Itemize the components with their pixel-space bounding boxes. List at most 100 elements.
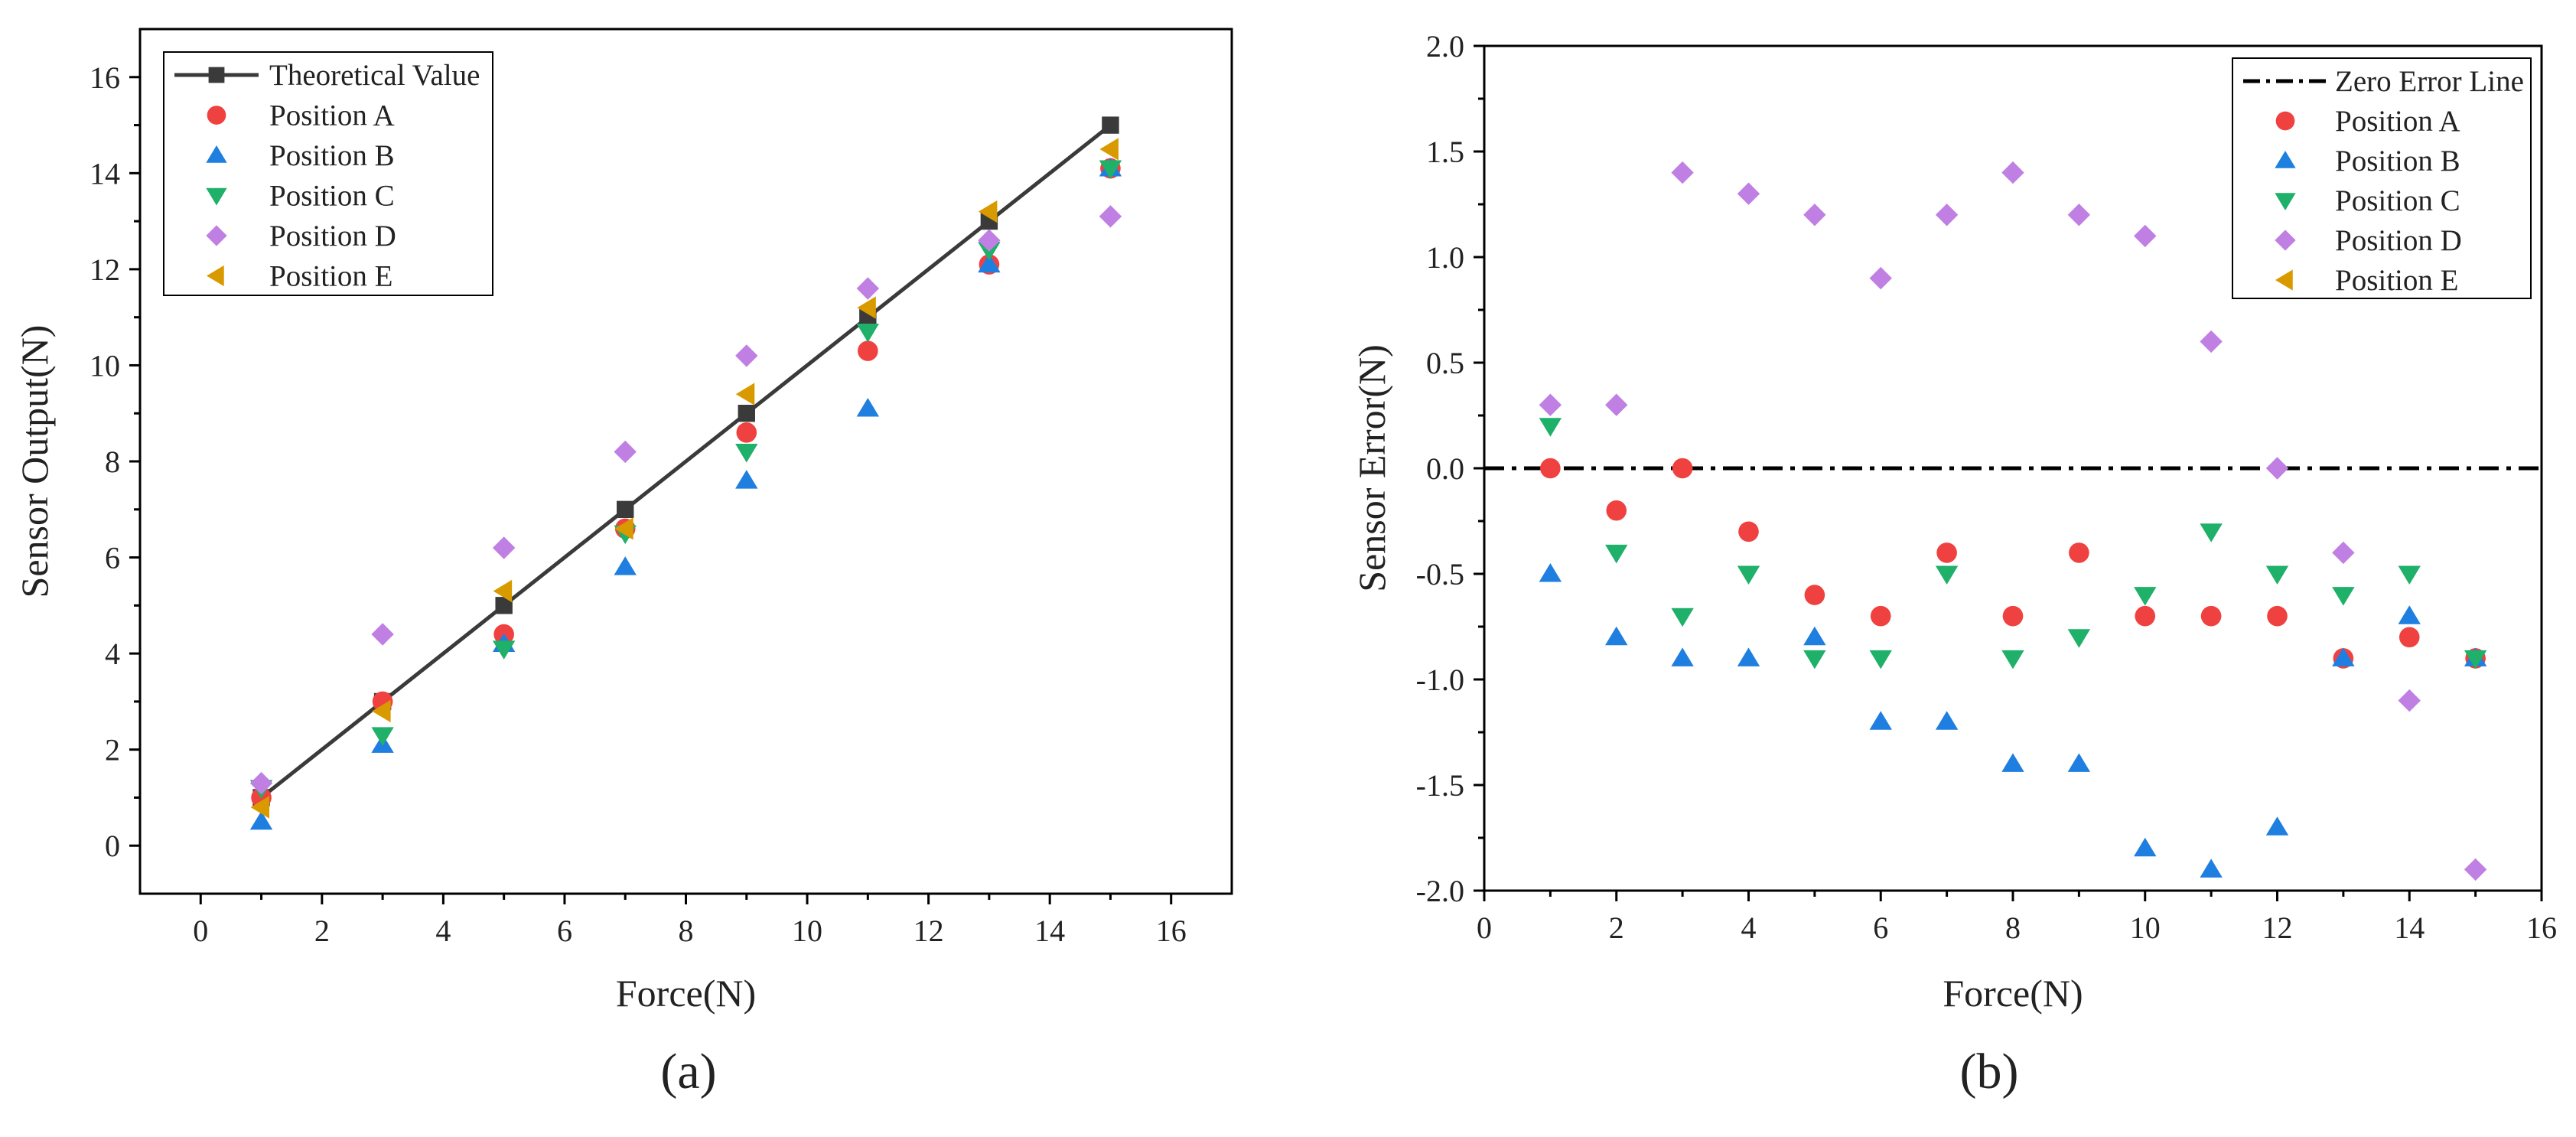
data-point — [1737, 647, 1760, 666]
legend-label: Position C — [269, 180, 395, 213]
legend-label: Theoretical Value — [269, 59, 480, 92]
y-tick-label: 1.0 — [1426, 240, 1464, 275]
data-point — [1737, 182, 1760, 205]
x-tick-label: 8 — [679, 914, 694, 948]
y-axis-label: Sensor Error(N) — [1350, 344, 1393, 592]
data-point — [492, 640, 516, 660]
data-point — [738, 405, 755, 422]
x-tick-label: 12 — [2262, 911, 2293, 945]
x-tick-label: 10 — [2130, 911, 2161, 945]
y-tick-label: 16 — [90, 60, 120, 95]
legend: Theoretical Value Position A Position B Pos… — [163, 51, 493, 296]
legend-item-position-b: Position B — [2275, 145, 2460, 178]
data-point — [1099, 205, 1122, 228]
data-point — [2135, 605, 2156, 627]
data-point — [2067, 629, 2091, 648]
legend-marker — [206, 225, 227, 246]
data-point — [250, 796, 270, 819]
data-point — [614, 440, 637, 464]
data-point — [735, 344, 758, 367]
series-position-d — [249, 205, 1122, 795]
data-point — [2134, 587, 2157, 606]
x-tick-label: 16 — [2526, 911, 2557, 945]
data-point — [1671, 161, 1694, 184]
data-point — [249, 771, 273, 795]
x-tick-label: 0 — [193, 914, 208, 948]
panel-label: (b) — [1960, 1044, 2019, 1100]
data-point — [371, 727, 394, 746]
data-point — [1671, 608, 1694, 627]
data-point — [2399, 627, 2420, 648]
x-tick-label: 14 — [2394, 911, 2425, 945]
y-tick-label: 0 — [105, 829, 120, 863]
y-tick-label: 0.0 — [1426, 451, 1464, 486]
legend-item-position-d: Position D — [206, 220, 396, 252]
data-point — [2134, 224, 2157, 248]
data-point — [856, 324, 880, 343]
data-point — [2464, 650, 2487, 669]
y-tick-label: 2 — [105, 733, 120, 767]
series-position-e — [250, 138, 1119, 819]
data-point — [1803, 626, 1826, 646]
data-point — [1870, 605, 1891, 627]
data-point — [857, 296, 876, 319]
data-point — [371, 623, 394, 646]
series-line — [260, 123, 1112, 800]
legend-marker — [2275, 230, 2296, 251]
data-point — [2332, 647, 2355, 666]
data-point — [2001, 650, 2024, 669]
legend-label: Position D — [2335, 224, 2462, 257]
data-point — [1869, 266, 1892, 290]
data-point — [2332, 541, 2355, 565]
legend-item-position-e: Position E — [207, 260, 392, 293]
data-point — [1738, 521, 1759, 542]
data-point — [2265, 457, 2289, 480]
y-tick-label: -0.5 — [1416, 557, 1464, 591]
data-point — [735, 470, 758, 489]
series-position-b — [1539, 563, 2487, 878]
data-point — [2001, 753, 2024, 772]
data-point — [1869, 711, 1892, 730]
data-point — [2001, 161, 2024, 184]
legend-label: Position C — [2335, 184, 2460, 217]
data-point — [614, 517, 633, 540]
x-tick-label: 8 — [2005, 911, 2021, 945]
y-tick-label: 14 — [90, 156, 120, 191]
data-point — [1804, 585, 1825, 605]
x-axis-label: Force(N) — [1943, 972, 2083, 1015]
data-point — [2398, 689, 2421, 712]
legend-label: Position B — [2335, 145, 2460, 178]
data-point — [2332, 587, 2355, 606]
data-point — [1540, 458, 1561, 479]
x-tick-label: 16 — [1156, 914, 1187, 948]
y-tick-label: 8 — [105, 445, 120, 479]
data-point — [1803, 204, 1826, 226]
data-point — [2267, 605, 2288, 627]
data-point — [1605, 393, 1628, 416]
data-point — [1671, 647, 1694, 666]
x-tick-label: 6 — [1873, 911, 1888, 945]
data-point — [2134, 837, 2157, 857]
legend-marker — [207, 265, 224, 287]
data-point — [2200, 605, 2222, 627]
legend-marker — [207, 106, 226, 125]
data-point — [2067, 753, 2091, 772]
x-tick-label: 12 — [913, 914, 944, 948]
data-point — [1605, 626, 1628, 646]
data-point — [1099, 138, 1119, 161]
legend-item-position-a: Position A — [2275, 105, 2460, 138]
legend-item-theoretical-value: Theoretical Value — [174, 59, 480, 92]
legend-marker — [206, 187, 227, 206]
data-point — [2464, 858, 2487, 881]
y-tick-label: 12 — [90, 252, 120, 287]
data-point — [1935, 711, 1959, 730]
x-tick-label: 4 — [1741, 911, 1757, 945]
x-tick-label: 2 — [314, 914, 330, 948]
legend-label: Position B — [269, 139, 395, 172]
data-point — [978, 229, 1001, 252]
data-point — [249, 810, 273, 830]
legend-label: Position E — [269, 260, 392, 293]
legend-item-position-d: Position D — [2275, 224, 2462, 257]
legend-item-zero-error-line: Zero Error Line — [2243, 65, 2524, 98]
legend-item-position-e: Position E — [2275, 264, 2458, 297]
